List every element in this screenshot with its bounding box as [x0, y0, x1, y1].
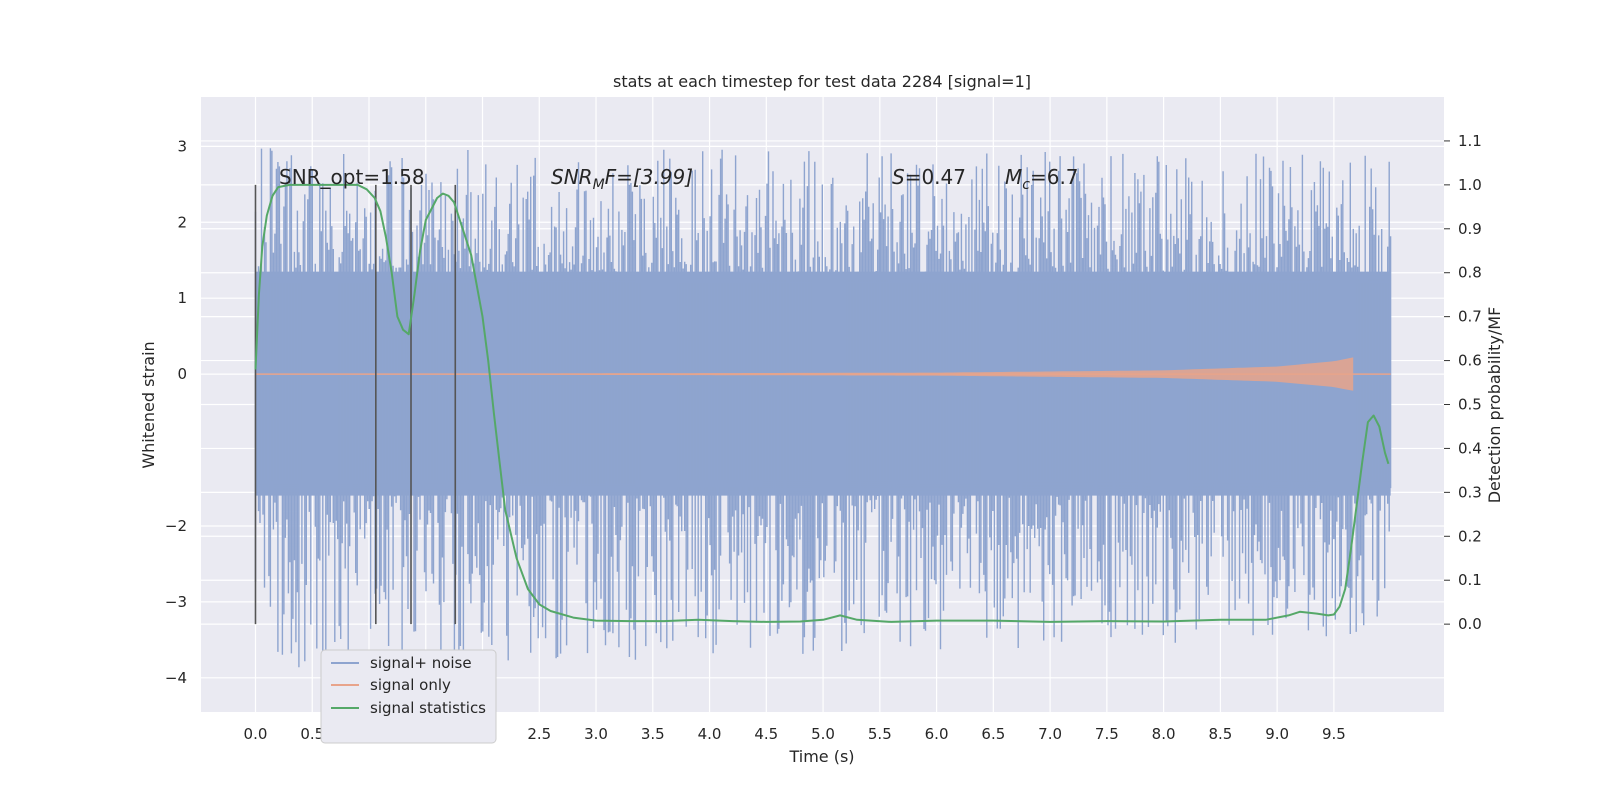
x-tick-label: 8.0 [1152, 725, 1176, 743]
x-tick-label: 9.5 [1322, 725, 1346, 743]
x-tick-label: 7.0 [1038, 725, 1062, 743]
detection-markers [254, 184, 457, 625]
x-tick-label: 7.5 [1095, 725, 1119, 743]
right-tick-label: 0.1 [1458, 571, 1482, 589]
legend: signal+ noise signal only signal statist… [320, 649, 497, 744]
chirp-mass-annotation: Mc=6.7 [1005, 165, 1079, 193]
left-tick-label: 1 [177, 289, 187, 307]
right-tick-label: 1.1 [1458, 132, 1482, 150]
mc-main: M [1005, 165, 1022, 189]
legend-label-noise: signal+ noise [370, 654, 472, 672]
snr-mf-annotation: SNRMF=[3.99] [551, 165, 693, 193]
left-tick-label: 2 [177, 213, 187, 231]
left-tick-label: 0 [177, 365, 187, 383]
right-axis-ticks: 1.1 1.0 0.9 0.8 0.7 0.6 0.5 0.4 0.3 0.2 0.1 0.0 [1444, 132, 1482, 633]
right-tick-label: 0.0 [1458, 615, 1482, 633]
left-tick-label: −2 [165, 517, 187, 535]
spin-main: S [892, 165, 905, 189]
legend-label-signal: signal only [370, 676, 451, 694]
x-tick-label: 0.0 [244, 725, 268, 743]
right-tick-label: 0.3 [1458, 483, 1482, 501]
x-tick-label: 3.0 [584, 725, 608, 743]
spin-annotation: S=0.47 [892, 165, 966, 189]
right-tick-label: 0.8 [1458, 264, 1482, 282]
left-tick-label: −4 [165, 669, 187, 687]
noise-core-band [255, 271, 1391, 496]
left-axis-label: Whitened strain [139, 341, 158, 468]
left-tick-label: 3 [177, 137, 187, 155]
snr-opt-annotation: SNR_opt=1.58 [279, 165, 425, 189]
x-tick-label: 3.5 [641, 725, 665, 743]
left-axis-ticks: 3 2 1 0 −2 −3 −4 [165, 137, 187, 686]
mc-sub: c [1022, 177, 1030, 193]
signal-noise-series [254, 148, 1392, 668]
signal-statistics-series [254, 183, 1390, 623]
right-tick-label: 1.0 [1458, 176, 1482, 194]
legend-box [320, 649, 497, 744]
x-tick-label: 2.5 [527, 725, 551, 743]
x-axis-label: Time (s) [788, 747, 854, 766]
snr-mf-rest: F=[3.99] [605, 165, 693, 189]
signal-only-series [255, 357, 1391, 391]
snr-mf-main: SNR [551, 165, 593, 189]
statistics-line [254, 183, 1390, 623]
x-tick-label: 4.0 [698, 725, 722, 743]
right-tick-label: 0.7 [1458, 308, 1482, 326]
chart-title: stats at each timestep for test data 228… [613, 72, 1031, 91]
right-axis-label: Detection probability/MF [1485, 307, 1504, 504]
spin-rest: =0.47 [905, 165, 966, 189]
x-tick-label: 5.5 [868, 725, 892, 743]
mc-rest: =6.7 [1030, 165, 1079, 189]
right-tick-label: 0.6 [1458, 352, 1482, 370]
snr-mf-sub: M [593, 177, 605, 193]
right-tick-label: 0.9 [1458, 220, 1482, 238]
x-tick-label: 0.5 [300, 725, 324, 743]
x-tick-label: 6.0 [925, 725, 949, 743]
right-tick-label: 0.2 [1458, 527, 1482, 545]
right-tick-label: 0.5 [1458, 396, 1482, 414]
x-tick-label: 5.0 [811, 725, 835, 743]
x-tick-label: 6.5 [981, 725, 1005, 743]
left-tick-label: −3 [165, 593, 187, 611]
x-tick-label: 9.0 [1265, 725, 1289, 743]
right-tick-label: 0.4 [1458, 439, 1482, 457]
legend-label-statistics: signal statistics [370, 699, 486, 717]
x-tick-label: 8.5 [1208, 725, 1232, 743]
x-tick-label: 4.5 [754, 725, 778, 743]
